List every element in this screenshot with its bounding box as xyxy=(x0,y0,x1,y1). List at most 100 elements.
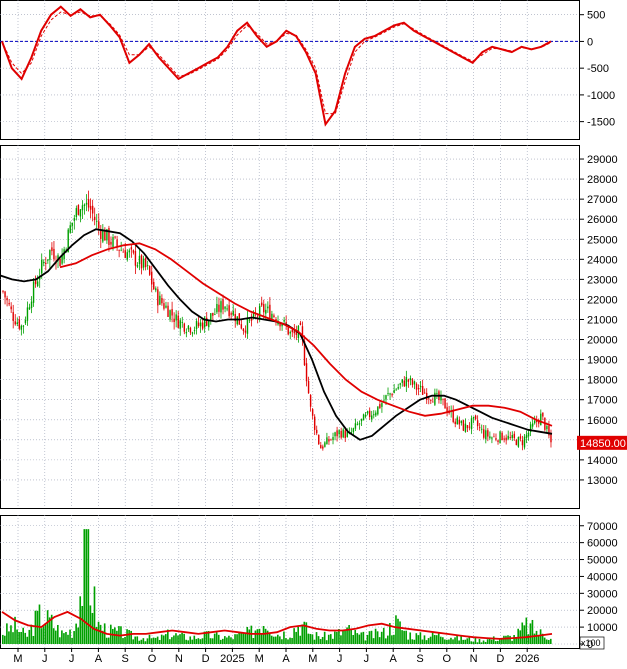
candle-up xyxy=(120,249,122,251)
volume-bar xyxy=(429,636,432,644)
volume-bar xyxy=(338,629,340,644)
candle-up xyxy=(224,306,226,309)
candle-up xyxy=(413,381,416,385)
candle-down xyxy=(368,410,371,418)
x-tick-label: J xyxy=(42,653,48,664)
volume-bar xyxy=(65,632,67,644)
volume-bar xyxy=(427,638,430,644)
candle-down xyxy=(428,397,430,399)
candle-down xyxy=(320,445,322,449)
volume-bar xyxy=(187,640,189,644)
candle-up xyxy=(373,414,375,416)
volume-bar xyxy=(213,633,216,644)
volume-bar xyxy=(274,636,277,644)
candle-down xyxy=(2,290,4,292)
volume-bar xyxy=(81,605,84,644)
candle-up xyxy=(79,209,82,217)
volume-bar xyxy=(488,638,491,644)
candle-up xyxy=(57,255,59,261)
candle-down xyxy=(328,439,330,442)
volume-bar xyxy=(42,626,45,644)
candle-down xyxy=(462,420,465,431)
x-tick-label: D xyxy=(202,653,210,664)
y-tick-label: 40000 xyxy=(587,571,618,583)
candle-down xyxy=(189,327,192,333)
oscillator-signal-line xyxy=(1,11,552,115)
volume-bar xyxy=(344,630,346,644)
candle-up xyxy=(49,250,51,260)
volume-bar xyxy=(325,640,328,644)
volume-bar xyxy=(177,635,179,644)
volume-bar xyxy=(281,639,283,644)
volume-bar xyxy=(112,628,114,644)
candle-up xyxy=(281,324,283,327)
volume-bar xyxy=(452,639,454,644)
candle-down xyxy=(108,228,110,245)
candle-up xyxy=(499,431,501,443)
candle-up xyxy=(354,423,357,429)
volume-bar xyxy=(156,636,159,644)
candle-down xyxy=(322,446,324,449)
volume-bar xyxy=(140,639,143,644)
volume-bar xyxy=(272,636,275,644)
volume-bar xyxy=(128,629,130,644)
candle-down xyxy=(89,205,92,210)
volume-bar xyxy=(362,631,365,644)
y-tick-label: 24000 xyxy=(587,254,618,266)
volume-bar xyxy=(150,638,153,644)
volume-bar xyxy=(262,626,265,644)
candle-down xyxy=(548,425,550,436)
candle-up xyxy=(226,308,228,310)
y-tick-label: 23000 xyxy=(587,274,618,286)
volume-bar xyxy=(499,638,501,644)
volume-bar xyxy=(285,638,287,644)
x-tick-label: N xyxy=(175,653,183,664)
candle-up xyxy=(146,265,149,267)
candle-up xyxy=(210,313,212,321)
volume-bar xyxy=(384,638,387,644)
volume-bar xyxy=(535,630,538,644)
volume-bar xyxy=(407,639,409,644)
axis-labels: M J J A S O N D 2025 M A M J J A S O N D 2026 xyxy=(13,648,539,665)
x-tick-label: O xyxy=(148,653,157,664)
candle-up xyxy=(434,392,436,405)
candle-up xyxy=(375,412,377,416)
candle-down xyxy=(93,216,96,221)
volume-bar xyxy=(242,633,244,644)
volume-bar xyxy=(329,634,332,644)
volume-bar xyxy=(334,631,336,644)
candle-up xyxy=(546,426,548,430)
y-tick-label: 18000 xyxy=(587,375,618,387)
candle-up xyxy=(265,309,267,314)
candle-up xyxy=(20,325,23,330)
candle-down xyxy=(495,438,497,440)
candle-up xyxy=(138,255,141,265)
candle-up xyxy=(334,432,336,437)
volume-bar xyxy=(442,637,444,644)
candle-up xyxy=(419,386,422,388)
candle-up xyxy=(346,432,348,437)
candle-down xyxy=(458,419,461,425)
volume-bar xyxy=(332,638,334,644)
candle-up xyxy=(481,428,483,430)
y-tick-label: 0 xyxy=(587,36,593,48)
candle-up xyxy=(214,314,216,315)
volume-bar xyxy=(48,617,51,644)
volume-bar xyxy=(144,641,147,644)
candle-up xyxy=(399,383,401,385)
price-frame xyxy=(0,145,580,509)
candle-down xyxy=(230,313,232,315)
volume-bar xyxy=(468,637,471,644)
volume-bar xyxy=(132,639,134,644)
candle-down xyxy=(77,205,80,215)
last-price-label: 14850.00 xyxy=(580,438,626,450)
candle-up xyxy=(159,295,161,305)
y-tick-label: 21000 xyxy=(587,314,618,326)
candle-down xyxy=(206,317,208,326)
volume-bar xyxy=(246,626,249,644)
volume-bar xyxy=(494,641,497,644)
volume-bar xyxy=(167,629,169,644)
x-tick-label: 2026 xyxy=(515,653,539,664)
candle-up xyxy=(289,331,291,334)
candle-down xyxy=(476,420,479,427)
